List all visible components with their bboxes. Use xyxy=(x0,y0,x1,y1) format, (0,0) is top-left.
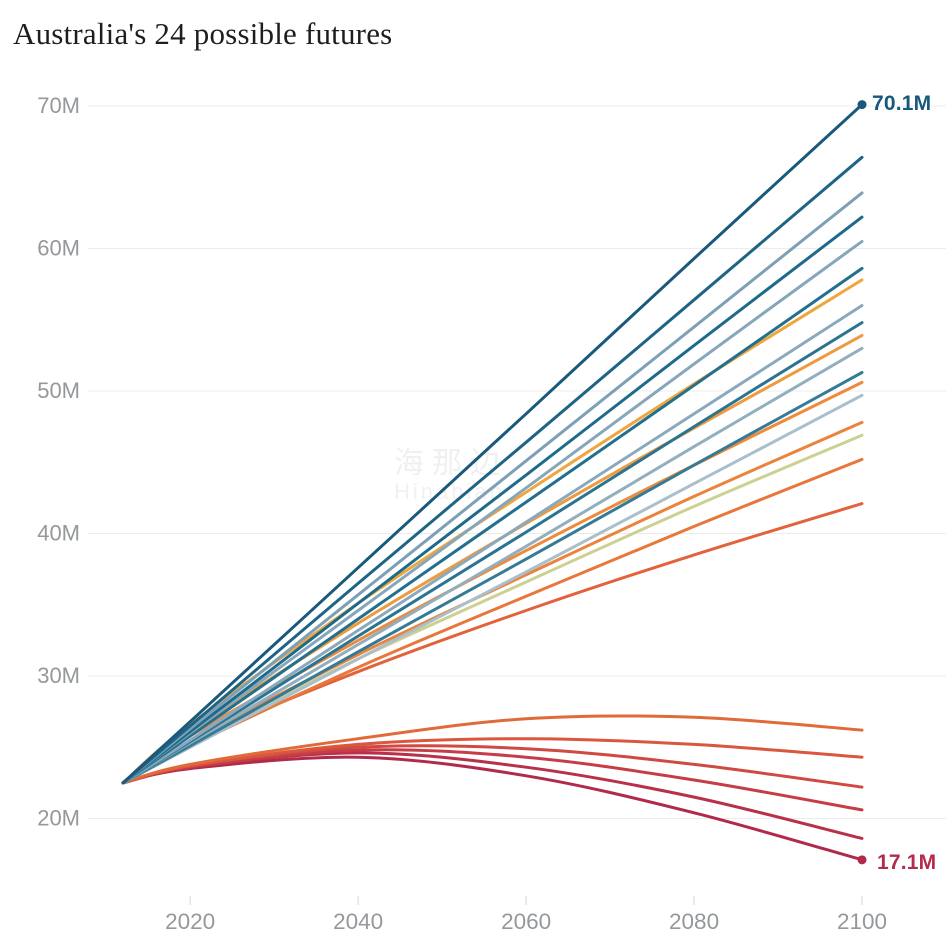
projection-line-scenario-19 xyxy=(121,714,864,785)
bottom-end-label: 17.1M xyxy=(877,851,937,874)
x-axis-tick-label: 2060 xyxy=(501,909,551,934)
x-axis-tick-label: 2020 xyxy=(165,909,215,934)
x-axis-tick-label: 2080 xyxy=(669,909,719,934)
projection-line-scenario-23 xyxy=(121,751,864,840)
x-axis-tick-label: 2040 xyxy=(333,909,383,934)
projection-line-scenario-06 xyxy=(121,266,864,785)
top-end-label: 70.1M xyxy=(872,92,932,115)
projection-line-scenario-03 xyxy=(121,191,864,785)
endpoint-dot-scenario-01 xyxy=(857,100,867,110)
y-axis-tick-label: 50M xyxy=(37,378,80,403)
x-axis-tick-label: 2100 xyxy=(837,909,887,934)
projection-line-scenario-07 xyxy=(121,278,864,785)
projection-line-scenario-02 xyxy=(121,155,864,785)
page-title: Australia's 24 possible futures xyxy=(13,16,393,51)
projection-line-scenario-21 xyxy=(121,744,864,789)
y-axis-tick-label: 70M xyxy=(37,93,80,118)
projection-line-scenario-11 xyxy=(121,346,864,785)
y-axis-tick-label: 20M xyxy=(37,806,80,831)
projection-line-scenario-15 xyxy=(121,420,864,785)
projection-line-scenario-05 xyxy=(121,239,864,785)
projection-line-scenario-14 xyxy=(121,393,864,785)
projection-line-scenario-12 xyxy=(121,371,864,785)
projection-line-scenario-01 xyxy=(121,103,864,785)
y-axis-tick-label: 40M xyxy=(37,521,80,546)
projection-line-scenario-08 xyxy=(121,304,864,785)
projection-line-scenario-04 xyxy=(121,215,864,785)
endpoint-dot-scenario-24 xyxy=(857,855,867,865)
projection-line-scenario-09 xyxy=(121,321,864,785)
y-axis-tick-label: 60M xyxy=(37,236,80,261)
y-axis-tick-label: 30M xyxy=(37,663,80,688)
